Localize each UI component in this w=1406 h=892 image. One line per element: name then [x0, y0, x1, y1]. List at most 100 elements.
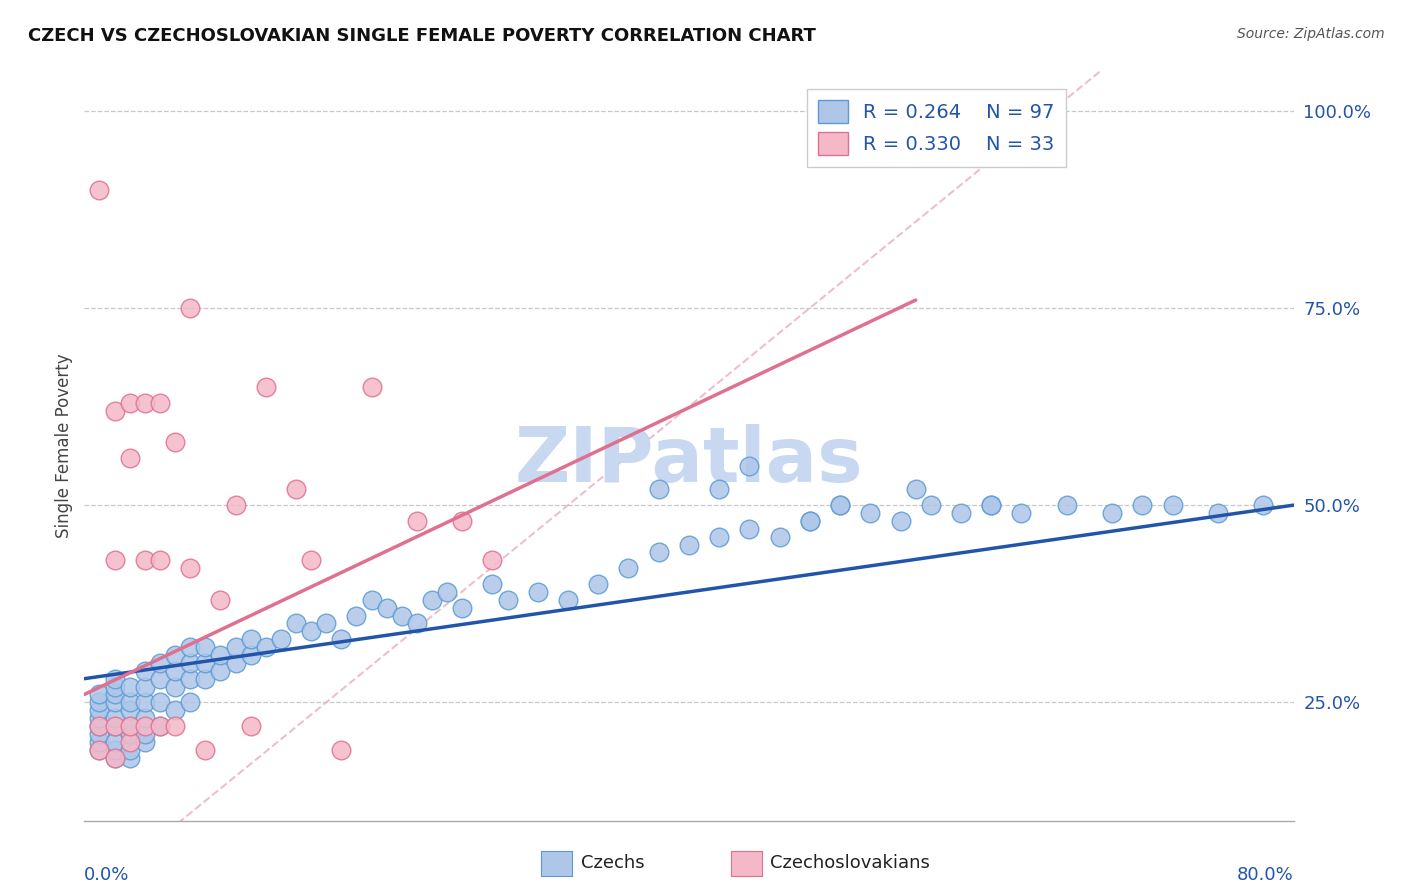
- Point: [165, 719, 187, 733]
- Point: [1130, 498, 1153, 512]
- Point: [118, 450, 141, 465]
- Text: Source: ZipAtlas.com: Source: ZipAtlas.com: [1237, 27, 1385, 41]
- Point: [980, 498, 1002, 512]
- Text: 80.0%: 80.0%: [1237, 865, 1294, 884]
- Point: [104, 680, 127, 694]
- Text: 0.0%: 0.0%: [84, 865, 129, 884]
- Point: [179, 640, 201, 654]
- Point: [89, 688, 111, 702]
- Point: [89, 711, 111, 725]
- Point: [134, 711, 156, 725]
- Point: [89, 719, 111, 733]
- Point: [709, 483, 731, 497]
- Point: [239, 648, 262, 662]
- Point: [709, 530, 731, 544]
- Point: [527, 585, 550, 599]
- Point: [1101, 506, 1123, 520]
- Point: [920, 498, 942, 512]
- Point: [481, 553, 503, 567]
- Point: [225, 656, 247, 670]
- Point: [1161, 498, 1184, 512]
- Point: [648, 545, 671, 559]
- Point: [134, 395, 156, 409]
- Point: [134, 695, 156, 709]
- Point: [134, 735, 156, 749]
- Point: [118, 680, 141, 694]
- Point: [118, 395, 141, 409]
- Point: [89, 742, 111, 756]
- Point: [149, 719, 172, 733]
- Point: [254, 640, 277, 654]
- Point: [330, 632, 353, 647]
- Point: [194, 640, 217, 654]
- Point: [194, 656, 217, 670]
- Point: [285, 483, 308, 497]
- Point: [799, 514, 821, 528]
- Point: [391, 608, 413, 623]
- Point: [769, 530, 792, 544]
- Point: [1011, 506, 1033, 520]
- Point: [118, 695, 141, 709]
- Point: [89, 735, 111, 749]
- Point: [89, 183, 111, 197]
- Text: Czechoslovakians: Czechoslovakians: [770, 854, 931, 871]
- Point: [859, 506, 882, 520]
- Point: [299, 553, 322, 567]
- Y-axis label: Single Female Poverty: Single Female Poverty: [55, 354, 73, 538]
- Point: [149, 553, 172, 567]
- Point: [254, 380, 277, 394]
- Point: [315, 616, 337, 631]
- Point: [118, 735, 141, 749]
- Point: [481, 577, 503, 591]
- Point: [588, 577, 610, 591]
- Point: [104, 742, 127, 756]
- Point: [194, 672, 217, 686]
- Point: [738, 458, 761, 473]
- Point: [149, 672, 172, 686]
- Point: [346, 608, 368, 623]
- Point: [149, 695, 172, 709]
- Point: [179, 695, 201, 709]
- Point: [496, 592, 519, 607]
- Point: [330, 742, 353, 756]
- Point: [104, 719, 127, 733]
- Point: [299, 624, 322, 639]
- Point: [209, 592, 232, 607]
- Point: [179, 301, 201, 315]
- Point: [165, 648, 187, 662]
- Point: [179, 656, 201, 670]
- Point: [104, 735, 127, 749]
- Point: [134, 727, 156, 741]
- Point: [104, 719, 127, 733]
- Point: [239, 632, 262, 647]
- Point: [104, 672, 127, 686]
- Point: [557, 592, 579, 607]
- Point: [104, 403, 127, 417]
- Point: [104, 750, 127, 764]
- Point: [890, 514, 912, 528]
- Point: [165, 680, 187, 694]
- Point: [799, 514, 821, 528]
- Point: [678, 538, 700, 552]
- Point: [134, 664, 156, 678]
- Point: [165, 435, 187, 450]
- Point: [118, 719, 141, 733]
- Point: [118, 727, 141, 741]
- Point: [89, 703, 111, 717]
- Point: [118, 742, 141, 756]
- Point: [118, 750, 141, 764]
- Text: ZIPatlas: ZIPatlas: [515, 424, 863, 498]
- Point: [104, 553, 127, 567]
- Point: [451, 600, 474, 615]
- Point: [375, 600, 398, 615]
- Point: [239, 719, 262, 733]
- Point: [134, 553, 156, 567]
- Point: [1253, 498, 1275, 512]
- Point: [134, 719, 156, 733]
- Legend: R = 0.264    N = 97, R = 0.330    N = 33: R = 0.264 N = 97, R = 0.330 N = 33: [807, 88, 1066, 167]
- Point: [179, 561, 201, 575]
- Point: [360, 380, 382, 394]
- Point: [436, 585, 458, 599]
- Point: [104, 750, 127, 764]
- Point: [360, 592, 382, 607]
